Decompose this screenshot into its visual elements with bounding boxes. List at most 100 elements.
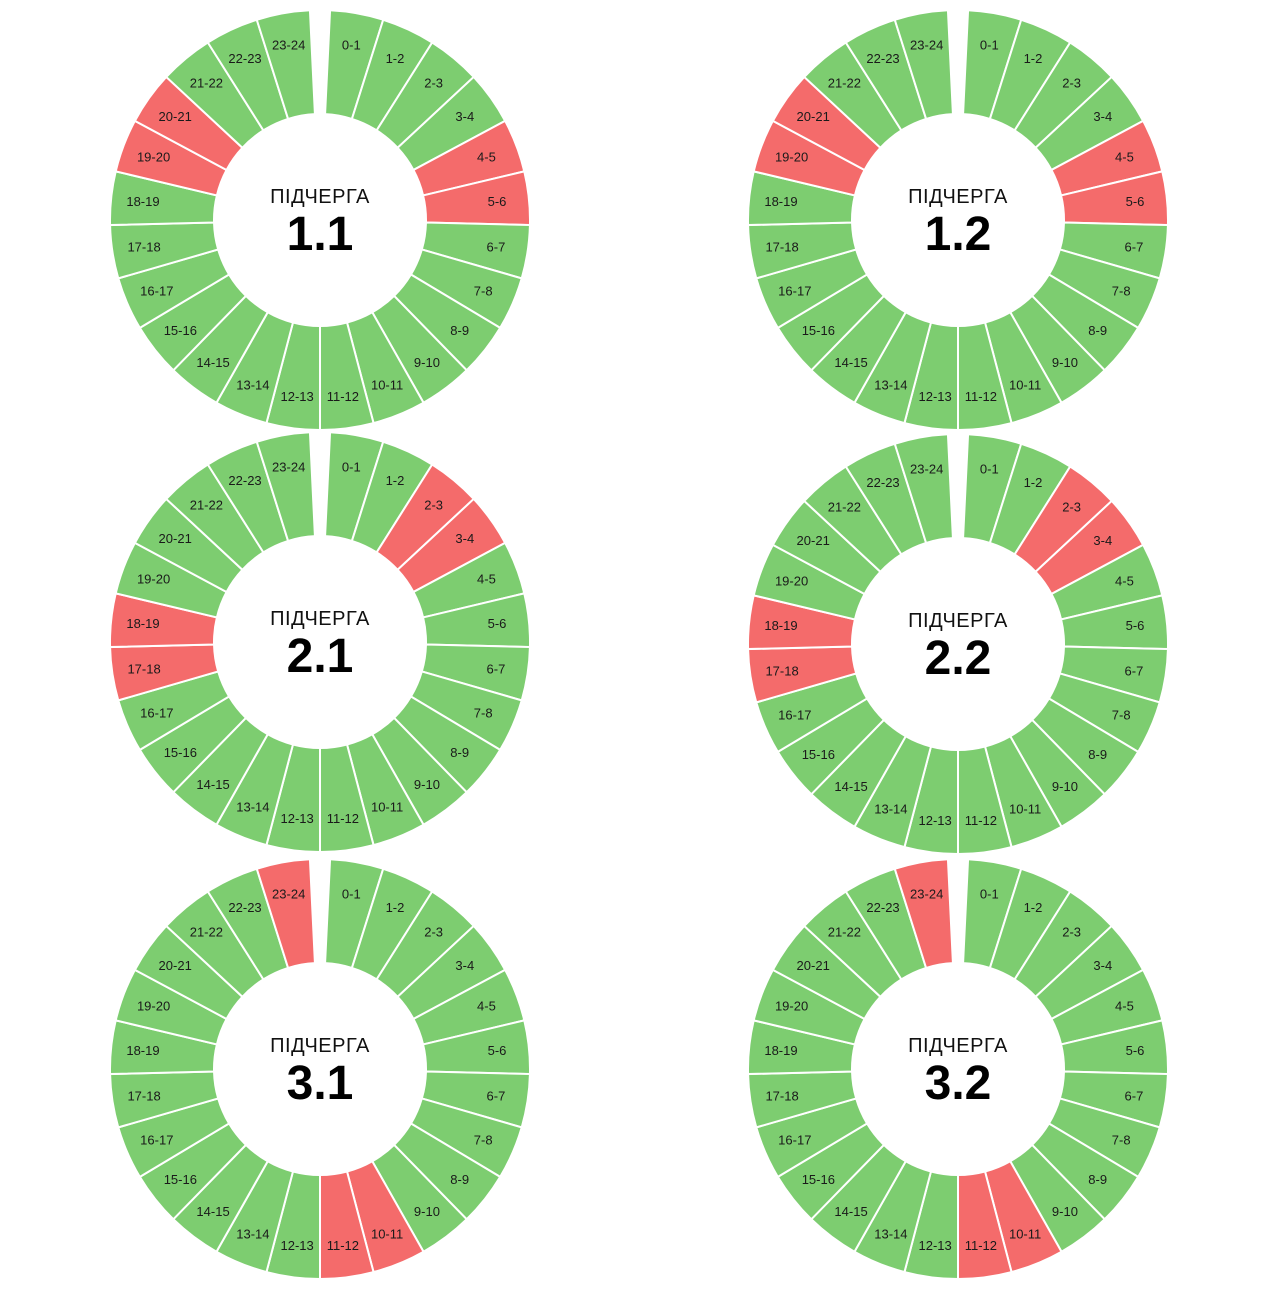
hour-label: 21-22 [828, 500, 861, 515]
hour-label: 15-16 [802, 747, 835, 762]
hour-label: 23-24 [910, 461, 943, 476]
hour-label: 7-8 [474, 284, 493, 299]
hour-label: 17-18 [765, 1089, 798, 1104]
hour-label: 13-14 [236, 1226, 269, 1241]
hour-label: 0-1 [980, 886, 999, 901]
hour-label: 13-14 [874, 1226, 907, 1241]
hour-label: 22-23 [228, 473, 261, 488]
hour-label: 14-15 [196, 1204, 229, 1219]
hour-label: 3-4 [455, 531, 474, 546]
hour-label: 18-19 [126, 194, 159, 209]
hour-label: 21-22 [828, 925, 861, 940]
hour-label: 23-24 [910, 886, 943, 901]
hour-label: 19-20 [137, 149, 170, 164]
hour-label: 11-12 [327, 389, 359, 404]
hour-label: 1-2 [386, 473, 405, 488]
hour-label: 18-19 [764, 1043, 797, 1058]
hour-label: 14-15 [196, 355, 229, 370]
hour-label: 4-5 [477, 149, 496, 164]
hour-label: 8-9 [450, 745, 469, 760]
hour-label: 19-20 [137, 571, 170, 586]
hour-label: 5-6 [488, 194, 507, 209]
hour-label: 22-23 [228, 51, 261, 66]
hour-label: 9-10 [1052, 779, 1078, 794]
hour-label: 1-2 [1024, 51, 1043, 66]
hour-label: 19-20 [775, 998, 808, 1013]
hour-label: 5-6 [1126, 194, 1145, 209]
schedule-wheel-1-2: 0-1 1-2 2-3 3-4 4-5 5-6 6-7 7-8 8-9 9-10 10-11 11-1… [738, 0, 1178, 440]
hour-label: 16-17 [140, 284, 173, 299]
hour-label: 7-8 [474, 706, 493, 721]
hour-label: 0-1 [342, 37, 361, 52]
hour-label: 9-10 [1052, 1204, 1078, 1219]
schedule-wheel-svg: 0-1 1-2 2-3 3-4 4-5 5-6 6-7 7-8 8-9 9-10 10-11 11-1… [747, 9, 1169, 432]
schedule-wheel-svg: 0-1 1-2 2-3 3-4 4-5 5-6 6-7 7-8 8-9 9-10 10-11 11-1… [109, 431, 531, 854]
hour-label: 10-11 [1009, 1226, 1041, 1241]
hour-label: 23-24 [272, 459, 305, 474]
hour-label: 9-10 [414, 355, 440, 370]
hour-label: 19-20 [775, 149, 808, 164]
hour-label: 23-24 [910, 37, 943, 52]
hour-label: 7-8 [1112, 708, 1131, 723]
hour-label: 2-3 [424, 498, 443, 513]
hour-label: 21-22 [190, 925, 223, 940]
hour-label: 17-18 [765, 664, 798, 679]
hour-label: 12-13 [918, 1238, 951, 1253]
hour-label: 5-6 [488, 1043, 507, 1058]
hour-label: 13-14 [874, 377, 907, 392]
hour-label: 22-23 [866, 900, 899, 915]
hour-label: 2-3 [424, 76, 443, 91]
hour-label: 6-7 [1125, 240, 1144, 255]
hour-label: 12-13 [918, 389, 951, 404]
hour-segment-off [893, 858, 954, 970]
hour-label: 11-12 [965, 1238, 997, 1253]
schedule-wheel-svg: 0-1 1-2 2-3 3-4 4-5 5-6 6-7 7-8 8-9 9-10 10-11 11-1… [747, 433, 1169, 856]
hour-label: 10-11 [371, 1226, 403, 1241]
hour-label: 3-4 [1093, 533, 1112, 548]
hour-label: 4-5 [1115, 998, 1134, 1013]
hour-label: 7-8 [474, 1133, 493, 1148]
hour-label: 8-9 [450, 1172, 469, 1187]
hour-label: 0-1 [342, 886, 361, 901]
hour-segment-on [255, 9, 316, 121]
hour-label: 17-18 [127, 240, 160, 255]
hour-label: 8-9 [1088, 1172, 1107, 1187]
hour-label: 4-5 [1115, 573, 1134, 588]
hour-label: 18-19 [126, 1043, 159, 1058]
hour-label: 4-5 [1115, 149, 1134, 164]
hour-label: 15-16 [164, 745, 197, 760]
schedule-wheel-1-1: 0-1 1-2 2-3 3-4 4-5 5-6 6-7 7-8 8-9 9-10 10-11 11-1… [100, 0, 540, 440]
hour-label: 16-17 [778, 284, 811, 299]
hour-label: 19-20 [137, 998, 170, 1013]
hour-label: 14-15 [196, 777, 229, 792]
hour-label: 0-1 [980, 37, 999, 52]
hour-label: 13-14 [874, 801, 907, 816]
hour-label: 9-10 [414, 1204, 440, 1219]
hour-segment-on [893, 9, 954, 121]
hour-label: 6-7 [487, 662, 506, 677]
hour-label: 19-20 [775, 573, 808, 588]
hour-label: 12-13 [918, 813, 951, 828]
hour-label: 10-11 [371, 377, 403, 392]
hour-label: 4-5 [477, 571, 496, 586]
hour-label: 7-8 [1112, 284, 1131, 299]
hour-label: 5-6 [1126, 1043, 1145, 1058]
hour-label: 14-15 [834, 779, 867, 794]
hour-label: 2-3 [1062, 500, 1081, 515]
hour-label: 21-22 [190, 498, 223, 513]
schedule-wheel-2-1: 0-1 1-2 2-3 3-4 4-5 5-6 6-7 7-8 8-9 9-10 10-11 11-1… [100, 422, 540, 862]
hour-label: 4-5 [477, 998, 496, 1013]
hour-label: 22-23 [866, 475, 899, 490]
hour-label: 1-2 [1024, 475, 1043, 490]
schedule-wheel-2-2: 0-1 1-2 2-3 3-4 4-5 5-6 6-7 7-8 8-9 9-10 10-11 11-1… [738, 424, 1178, 864]
hour-label: 16-17 [140, 1133, 173, 1148]
hour-label: 21-22 [190, 76, 223, 91]
hour-label: 22-23 [866, 51, 899, 66]
hour-label: 23-24 [272, 37, 305, 52]
hour-label: 20-21 [797, 958, 830, 973]
hour-label: 3-4 [1093, 109, 1112, 124]
hour-label: 15-16 [164, 323, 197, 338]
hour-label: 7-8 [1112, 1133, 1131, 1148]
hour-label: 21-22 [828, 76, 861, 91]
hour-label: 11-12 [965, 813, 997, 828]
